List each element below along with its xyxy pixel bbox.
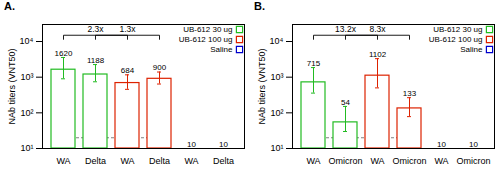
svg-text:1620: 1620 <box>55 49 73 58</box>
svg-text:1.3x: 1.3x <box>119 24 136 34</box>
svg-text:WA: WA <box>184 156 198 166</box>
svg-text:10²: 10² <box>270 108 283 118</box>
svg-text:Delta: Delta <box>85 156 106 166</box>
svg-text:10¹: 10¹ <box>270 143 283 153</box>
svg-text:WA: WA <box>120 156 134 166</box>
svg-text:UB-612 30 ug: UB-612 30 ug <box>183 25 232 34</box>
svg-text:684: 684 <box>121 66 135 75</box>
svg-text:10: 10 <box>469 140 478 149</box>
html-text:A.: A. <box>4 0 15 12</box>
svg-text:WA: WA <box>306 156 320 166</box>
svg-text:Delta: Delta <box>213 156 234 166</box>
svg-text:10²: 10² <box>20 108 33 118</box>
svg-text:NAb titers (VNT50): NAb titers (VNT50) <box>7 48 17 124</box>
svg-text:10: 10 <box>219 140 228 149</box>
svg-text:715: 715 <box>307 59 321 68</box>
svg-text:10: 10 <box>437 140 446 149</box>
svg-text:UB-612 100 ug: UB-612 100 ug <box>429 35 483 44</box>
svg-text:133: 133 <box>403 89 417 98</box>
svg-text:Delta: Delta <box>149 156 170 166</box>
svg-text:Saline: Saline <box>210 45 233 54</box>
svg-text:UB-612 100 ug: UB-612 100 ug <box>179 35 233 44</box>
html-text:B.: B. <box>254 0 265 12</box>
svg-text:Saline: Saline <box>460 45 483 54</box>
svg-text:10³: 10³ <box>20 72 33 82</box>
svg-text:UB-612 30 ug: UB-612 30 ug <box>433 25 482 34</box>
svg-text:8.3x: 8.3x <box>369 24 386 34</box>
svg-text:10⁴: 10⁴ <box>270 36 284 46</box>
svg-text:Omicron: Omicron <box>392 156 426 166</box>
svg-text:Omicron: Omicron <box>456 156 490 166</box>
svg-text:NAb titers (VNT50): NAb titers (VNT50) <box>257 48 267 124</box>
svg-text:Omicron: Omicron <box>328 156 362 166</box>
svg-text:900: 900 <box>153 63 167 72</box>
svg-text:10³: 10³ <box>270 72 283 82</box>
svg-text:54: 54 <box>341 98 350 107</box>
svg-text:WA: WA <box>370 156 384 166</box>
svg-text:1102: 1102 <box>369 50 387 59</box>
svg-text:10⁴: 10⁴ <box>20 36 34 46</box>
svg-text:13.2x: 13.2x <box>335 24 357 34</box>
svg-text:WA: WA <box>56 156 70 166</box>
svg-text:10: 10 <box>187 140 196 149</box>
svg-text:10¹: 10¹ <box>20 143 33 153</box>
svg-text:2.3x: 2.3x <box>87 24 104 34</box>
svg-text:WA: WA <box>434 156 448 166</box>
svg-text:1188: 1188 <box>87 56 105 65</box>
